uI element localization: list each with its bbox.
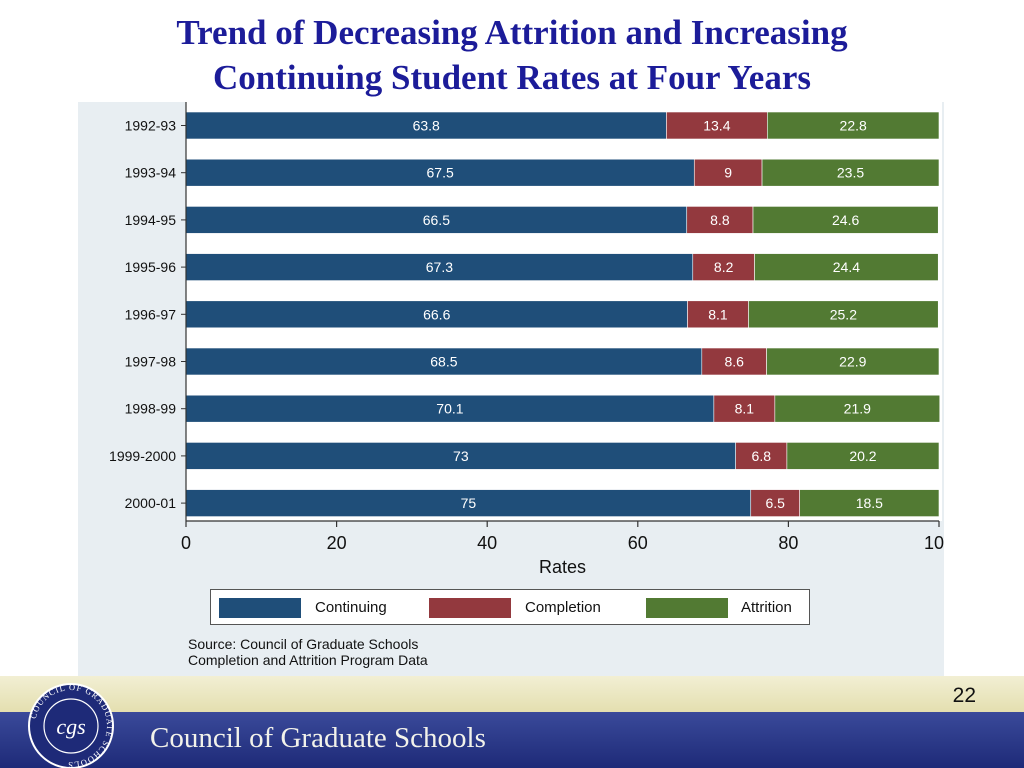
bar-completion (687, 300, 749, 329)
seal-monogram: cgs (56, 714, 85, 739)
bar-attrition (761, 158, 940, 187)
title-line-2: Continuing Student Rates at Four Years (213, 58, 811, 97)
data-label-attrition: 21.9 (844, 401, 871, 417)
data-label-continuing: 66.5 (423, 212, 450, 228)
x-tick-label: 60 (628, 533, 648, 553)
stacked-bar-chart: 1992-93 63.8 13.4 22.8 1993-94 67.5 9 23.5 1994-… (109, 102, 944, 577)
title-line-1: Trend of Decreasing Attrition and Increa… (176, 13, 848, 52)
source-line-2: Completion and Attrition Program Data (188, 652, 428, 668)
data-label-continuing: 70.1 (436, 401, 463, 417)
legend-label-completion: Completion (525, 599, 601, 616)
bar-continuing (185, 347, 703, 376)
bar-completion (693, 158, 763, 187)
footer-band: 22 (0, 676, 1024, 712)
chart-legend: Continuing Completion Attrition (210, 589, 810, 625)
data-label-attrition: 18.5 (856, 495, 883, 511)
bar-attrition (786, 442, 940, 470)
bar-attrition (766, 347, 940, 376)
legend-label-continuing: Continuing (315, 599, 387, 616)
slide-title: Trend of Decreasing Attrition and Increa… (0, 10, 1024, 100)
data-label-attrition: 22.9 (839, 354, 866, 370)
data-label-continuing: 67.5 (427, 165, 454, 181)
x-axis-title: Rates (539, 557, 586, 577)
data-label-completion: 6.5 (765, 495, 785, 511)
legend-swatch-attrition (646, 598, 728, 618)
data-label-continuing: 68.5 (430, 354, 457, 370)
bar-completion (713, 394, 776, 423)
x-tick-label: 40 (477, 533, 497, 553)
legend-label-attrition: Attrition (741, 599, 792, 616)
data-label-completion: 8.1 (735, 401, 755, 417)
data-label-continuing: 63.8 (413, 118, 440, 134)
data-label-continuing: 67.3 (426, 259, 453, 275)
y-tick-label: 1996-97 (125, 306, 177, 322)
data-label-continuing: 66.6 (423, 306, 450, 322)
x-tick-label: 100 (924, 533, 944, 553)
y-tick-label: 1993-94 (125, 165, 177, 181)
bar-completion (686, 206, 754, 234)
y-tick-label: 1995-96 (125, 259, 177, 275)
bar-continuing (185, 442, 736, 470)
bar-continuing (185, 206, 688, 234)
y-tick-label: 1998-99 (125, 401, 177, 417)
legend-swatch-continuing (219, 598, 301, 618)
bar-completion (701, 347, 767, 376)
data-label-attrition: 20.2 (849, 448, 876, 464)
data-label-completion: 8.6 (724, 354, 744, 370)
legend-swatch-completion (429, 598, 511, 618)
data-label-attrition: 24.4 (833, 259, 860, 275)
bar-continuing (185, 158, 695, 187)
y-tick-label: 1997-98 (125, 354, 177, 370)
bar-attrition (774, 394, 941, 423)
data-label-completion: 9 (724, 165, 732, 181)
y-tick-label: 2000-01 (125, 495, 177, 511)
bar-continuing (185, 394, 715, 423)
footer-bar: Council of Graduate Schools (0, 712, 1024, 768)
y-tick-label: 1994-95 (125, 212, 177, 228)
data-label-completion: 6.8 (752, 448, 772, 464)
data-label-completion: 8.8 (710, 212, 730, 228)
x-tick-label: 80 (778, 533, 798, 553)
chart-panel: 1992-93 63.8 13.4 22.8 1993-94 67.5 9 23.5 1994-… (78, 102, 944, 676)
bar-continuing (185, 300, 688, 329)
data-label-continuing: 73 (453, 448, 469, 464)
data-label-completion: 13.4 (703, 118, 730, 134)
bar-attrition (748, 300, 939, 329)
page-number: 22 (952, 684, 976, 707)
data-label-attrition: 23.5 (837, 165, 864, 181)
data-label-completion: 8.2 (714, 259, 734, 275)
y-tick-label: 1999-2000 (109, 448, 176, 464)
cgs-seal-logo: COUNCIL OF GRADUATE SCHOOLS cgs (28, 682, 114, 768)
bar-attrition (799, 489, 940, 517)
bar-attrition (754, 253, 939, 281)
bar-attrition (752, 206, 939, 234)
bar-completion (666, 111, 768, 140)
source-line-1: Source: Council of Graduate Schools (188, 636, 419, 652)
x-tick-label: 20 (327, 533, 347, 553)
data-label-attrition: 22.8 (840, 118, 867, 134)
data-label-completion: 8.1 (708, 306, 728, 322)
data-label-attrition: 24.6 (832, 212, 859, 228)
footer-org-name: Council of Graduate Schools (150, 722, 486, 754)
data-label-attrition: 25.2 (830, 306, 857, 322)
data-label-continuing: 75 (461, 495, 477, 511)
bar-completion (735, 442, 788, 470)
bar-completion (750, 489, 800, 517)
bar-attrition (767, 111, 940, 140)
x-tick-label: 0 (181, 533, 191, 553)
bar-continuing (185, 111, 667, 140)
y-tick-label: 1992-93 (125, 118, 177, 134)
bar-completion (692, 253, 755, 281)
source-note: Source: Council of Graduate Schools Comp… (188, 636, 428, 668)
